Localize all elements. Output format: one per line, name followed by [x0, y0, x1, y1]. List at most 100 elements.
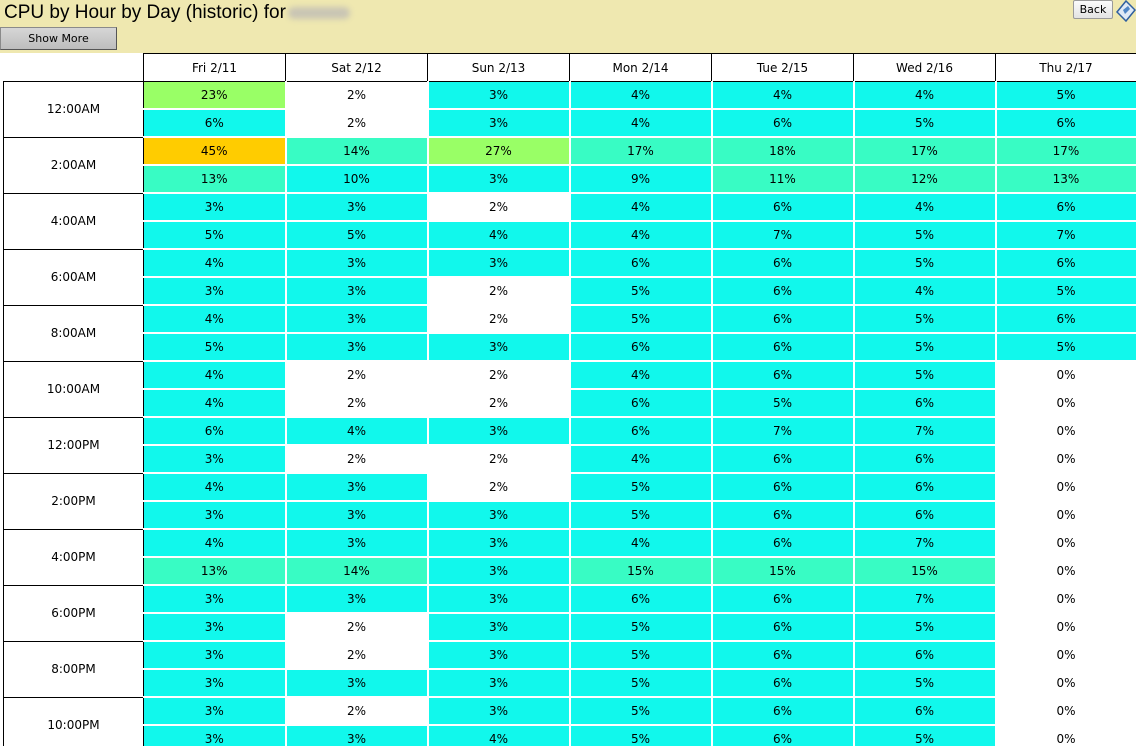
cpu-cell: 0% — [995, 725, 1136, 746]
cpu-cell: 5% — [853, 221, 997, 250]
cpu-by-hour-table: Fri 2/11 Sat 2/12 Sun 2/13 Mon 2/14 Tue 2/15… — [3, 53, 1136, 746]
back-button[interactable]: Back — [1073, 0, 1113, 19]
cpu-cell: 3% — [285, 529, 429, 558]
cpu-cell: 0% — [995, 417, 1136, 446]
cpu-cell: 3% — [285, 725, 429, 746]
page-title: CPU by Hour by Day (historic) for — [4, 2, 350, 24]
cpu-cell: 3% — [427, 165, 571, 194]
cpu-cell: 7% — [711, 417, 855, 446]
cpu-cell: 6% — [569, 389, 713, 418]
table-row: 3% 3% 4% 5% 6% 5% 0% — [4, 725, 1136, 746]
cpu-cell: 0% — [995, 613, 1136, 642]
cpu-cell: 5% — [853, 249, 997, 278]
cpu-cell: 13% — [995, 165, 1136, 194]
cpu-cell: 3% — [143, 669, 287, 698]
cpu-cell: 4% — [143, 473, 287, 502]
table-row: 8:00PM 3% 2% 3% 5% 6% 6% 0% — [3, 640, 1136, 698]
hour-label: 2:00AM — [3, 136, 144, 194]
table-row: 13% 14% 3% 15% 15% 15% 0% — [4, 557, 1136, 586]
cpu-cell: 3% — [143, 641, 287, 670]
cpu-cell: 45% — [143, 137, 287, 166]
cpu-cell: 5% — [569, 305, 713, 334]
column-header: Sun 2/13 — [427, 53, 570, 82]
cpu-cell: 0% — [995, 557, 1136, 586]
hour-label: 10:00AM — [3, 360, 144, 418]
cpu-cell: 17% — [853, 137, 997, 166]
cpu-grid-container[interactable]: Fri 2/11 Sat 2/12 Sun 2/13 Mon 2/14 Tue 2/15… — [0, 53, 1136, 746]
cpu-cell: 5% — [569, 641, 713, 670]
cpu-cell: 4% — [569, 221, 713, 250]
cpu-cell: 6% — [853, 501, 997, 530]
cpu-cell: 4% — [143, 529, 287, 558]
cpu-cell: 6% — [711, 641, 855, 670]
cpu-cell: 3% — [143, 445, 287, 474]
cpu-cell: 6% — [711, 445, 855, 474]
table-row: 12:00PM 6% 4% 3% 6% 7% 7% 0% — [3, 416, 1136, 474]
table-row: 8:00AM 4% 3% 2% 5% 6% 5% 6% — [3, 304, 1136, 362]
cpu-cell: 3% — [143, 697, 287, 726]
cpu-cell: 5% — [569, 669, 713, 698]
cpu-cell: 4% — [569, 445, 713, 474]
cpu-cell: 0% — [995, 697, 1136, 726]
cpu-cell: 10% — [285, 165, 429, 194]
cpu-cell: 5% — [853, 361, 997, 390]
cpu-cell: 6% — [711, 613, 855, 642]
cpu-cell: 6% — [569, 333, 713, 362]
page-title-text: CPU by Hour by Day (historic) for — [4, 2, 286, 23]
cpu-cell: 15% — [853, 557, 997, 586]
cpu-cell: 2% — [427, 277, 571, 306]
cpu-cell: 3% — [427, 585, 571, 614]
cpu-cell: 6% — [853, 473, 997, 502]
cpu-cell: 2% — [285, 613, 429, 642]
table-row: 4% 2% 2% 6% 5% 6% 0% — [4, 389, 1136, 418]
cpu-cell: 3% — [427, 249, 571, 278]
show-more-button[interactable]: Show More — [0, 27, 117, 50]
hour-label: 10:00PM — [3, 696, 144, 746]
cpu-cell: 0% — [995, 669, 1136, 698]
cpu-cell: 6% — [711, 725, 855, 746]
column-header: Mon 2/14 — [569, 53, 712, 82]
cpu-cell: 3% — [143, 613, 287, 642]
cpu-cell: 6% — [995, 249, 1136, 278]
cpu-cell: 6% — [711, 473, 855, 502]
cpu-cell: 6% — [711, 333, 855, 362]
cpu-cell: 5% — [995, 333, 1136, 362]
cpu-cell: 2% — [427, 389, 571, 418]
cpu-cell: 0% — [995, 361, 1136, 390]
cpu-cell: 14% — [285, 557, 429, 586]
cpu-cell: 4% — [427, 725, 571, 746]
cpu-cell: 17% — [569, 137, 713, 166]
cpu-cell: 0% — [995, 501, 1136, 530]
cpu-cell: 7% — [853, 417, 997, 446]
cpu-cell: 2% — [427, 361, 571, 390]
cpu-cell: 0% — [995, 445, 1136, 474]
table-row: 2:00AM 45% 14% 27% 17% 18% 17% 17% — [3, 136, 1136, 194]
cpu-cell: 3% — [285, 501, 429, 530]
cpu-cell: 3% — [143, 585, 287, 614]
cpu-cell: 6% — [569, 249, 713, 278]
hour-label: 2:00PM — [3, 472, 144, 530]
column-header: Tue 2/15 — [711, 53, 854, 82]
cpu-cell: 6% — [143, 109, 287, 138]
cpu-cell: 4% — [853, 193, 997, 222]
cpu-cell: 13% — [143, 557, 287, 586]
cpu-cell: 3% — [427, 697, 571, 726]
cpu-cell: 7% — [853, 585, 997, 614]
cpu-cell: 2% — [427, 445, 571, 474]
cpu-cell: 3% — [143, 501, 287, 530]
cpu-cell: 3% — [285, 305, 429, 334]
hour-label: 8:00AM — [3, 304, 144, 362]
cpu-cell: 7% — [853, 529, 997, 558]
cpu-cell: 2% — [285, 445, 429, 474]
table-row: 4:00AM 3% 3% 2% 4% 6% 4% 6% — [3, 192, 1136, 250]
corner-cell — [3, 53, 144, 82]
cpu-cell: 3% — [285, 277, 429, 306]
hour-label: 4:00AM — [3, 192, 144, 250]
table-header-row: Fri 2/11 Sat 2/12 Sun 2/13 Mon 2/14 Tue 2/15… — [3, 53, 1136, 82]
help-icon[interactable] — [1114, 0, 1136, 22]
cpu-cell: 3% — [285, 473, 429, 502]
cpu-cell: 6% — [711, 249, 855, 278]
cpu-cell: 23% — [143, 81, 287, 110]
cpu-cell: 0% — [995, 585, 1136, 614]
cpu-cell: 6% — [711, 193, 855, 222]
